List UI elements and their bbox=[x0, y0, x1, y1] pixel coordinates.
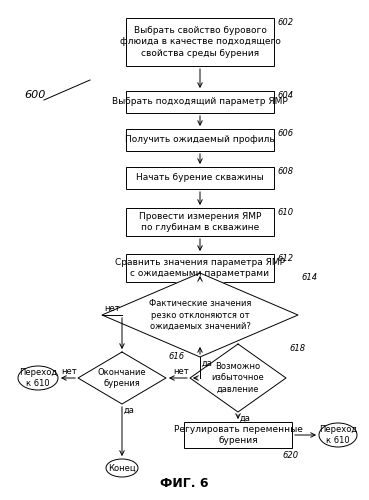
FancyBboxPatch shape bbox=[126, 254, 274, 282]
FancyBboxPatch shape bbox=[126, 208, 274, 236]
Text: 608: 608 bbox=[277, 167, 293, 176]
FancyBboxPatch shape bbox=[126, 129, 274, 151]
Text: 606: 606 bbox=[277, 129, 293, 138]
Text: 604: 604 bbox=[277, 91, 293, 100]
Text: да: да bbox=[202, 359, 213, 368]
Polygon shape bbox=[78, 352, 166, 404]
Polygon shape bbox=[190, 344, 286, 412]
Text: 600: 600 bbox=[24, 90, 46, 100]
FancyBboxPatch shape bbox=[126, 18, 274, 66]
Text: Провести измерения ЯМР
по глубинам в скважине: Провести измерения ЯМР по глубинам в скв… bbox=[139, 212, 261, 232]
Ellipse shape bbox=[319, 423, 357, 447]
Text: 620: 620 bbox=[282, 451, 298, 460]
Text: 618: 618 bbox=[289, 344, 305, 353]
Polygon shape bbox=[102, 273, 298, 357]
Text: да: да bbox=[124, 406, 135, 415]
Text: 616: 616 bbox=[168, 352, 184, 361]
Text: 612: 612 bbox=[277, 254, 293, 263]
Text: нет: нет bbox=[61, 367, 77, 376]
Text: Окончание
бурения: Окончание бурения bbox=[98, 368, 146, 388]
Text: 614: 614 bbox=[301, 273, 317, 282]
Text: Выбрать подходящий параметр ЯМР: Выбрать подходящий параметр ЯМР bbox=[112, 98, 288, 106]
Text: да: да bbox=[240, 414, 251, 423]
Text: Получить ожидаемый профиль: Получить ожидаемый профиль bbox=[125, 136, 275, 144]
Ellipse shape bbox=[106, 459, 138, 477]
FancyBboxPatch shape bbox=[126, 167, 274, 189]
Text: Конец: Конец bbox=[108, 464, 136, 472]
FancyBboxPatch shape bbox=[126, 91, 274, 113]
Text: ФИГ. 6: ФИГ. 6 bbox=[160, 477, 208, 490]
Text: Переход
к 610: Переход к 610 bbox=[319, 426, 357, 444]
Text: 610: 610 bbox=[277, 208, 293, 217]
Text: Возможно
избыточное
давление: Возможно избыточное давление bbox=[212, 362, 264, 394]
Ellipse shape bbox=[18, 366, 58, 390]
Text: нет: нет bbox=[173, 367, 189, 376]
Text: Выбрать свойство бурового
флюида в качестве подходящего
свойства среды бурения: Выбрать свойство бурового флюида в качес… bbox=[120, 26, 280, 58]
Text: 602: 602 bbox=[277, 18, 293, 27]
FancyBboxPatch shape bbox=[184, 422, 292, 448]
Text: нет: нет bbox=[104, 304, 120, 313]
Text: Переход
к 610: Переход к 610 bbox=[19, 368, 57, 388]
Text: Фактические значения
резко отклоняются от
ожидаемых значений?: Фактические значения резко отклоняются о… bbox=[149, 300, 251, 330]
Text: Сравнить значения параметра ЯМР
с ожидаемыми параметрами: Сравнить значения параметра ЯМР с ожидае… bbox=[115, 258, 285, 278]
Text: Начать бурение скважины: Начать бурение скважины bbox=[136, 174, 264, 182]
Text: Регулировать переменные
бурения: Регулировать переменные бурения bbox=[173, 425, 303, 445]
